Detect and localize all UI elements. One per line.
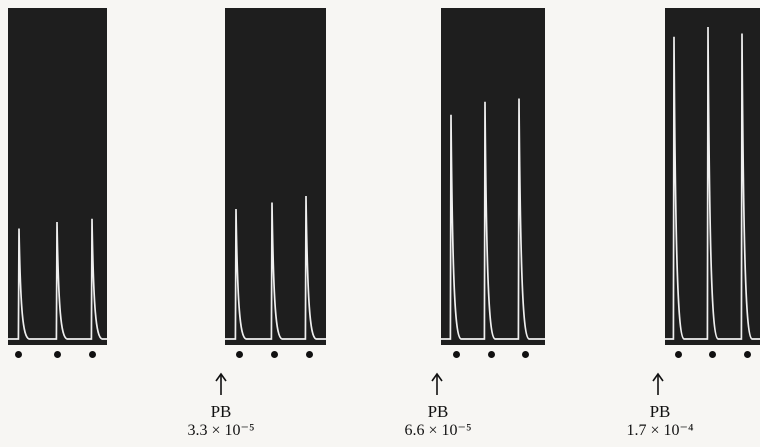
stimulus-dot <box>709 351 716 358</box>
drug-concentration: 6.6 × 10⁻⁵ <box>404 422 472 439</box>
stimulus-dot <box>306 351 313 358</box>
twitch-trace <box>441 98 545 340</box>
up-arrow-icon <box>431 372 443 395</box>
drug-name: PB <box>210 402 232 421</box>
trace-panel-pb-1.7e-4 <box>665 8 760 345</box>
stimulus-dot <box>89 351 96 358</box>
trace-panel-control <box>8 8 107 345</box>
twitch-trace <box>8 218 107 340</box>
drug-label: PB 6.6 × 10⁻⁵ <box>378 402 498 440</box>
stimulus-dot <box>54 351 61 358</box>
stimulus-dot <box>675 351 682 358</box>
drug-label: PB 1.7 × 10⁻⁴ <box>600 402 720 440</box>
trace-panel-pb-6.6e-5 <box>441 8 545 345</box>
stimulus-dot <box>271 351 278 358</box>
trace-panel-pb-3.3e-5 <box>225 8 326 345</box>
drug-label: PB 3.3 × 10⁻⁵ <box>161 402 281 440</box>
up-arrow-icon <box>215 372 227 395</box>
stimulus-dot <box>488 351 495 358</box>
stimulus-dot <box>15 351 22 358</box>
trace-pb-6.6e-5 <box>441 98 545 340</box>
twitch-trace <box>225 195 326 340</box>
drug-concentration: 3.3 × 10⁻⁵ <box>187 422 255 439</box>
stimulus-dot <box>236 351 243 358</box>
twitch-trace <box>665 26 760 340</box>
drug-name: PB <box>649 402 671 421</box>
drug-concentration: 1.7 × 10⁻⁴ <box>626 422 694 439</box>
stimulus-dot <box>453 351 460 358</box>
trace-pb-3.3e-5 <box>225 195 326 340</box>
up-arrow-icon <box>652 372 664 395</box>
trace-control <box>8 218 107 340</box>
stimulus-dot <box>522 351 529 358</box>
trace-pb-1.7e-4 <box>665 26 760 340</box>
drug-name: PB <box>427 402 449 421</box>
stimulus-dot <box>744 351 751 358</box>
